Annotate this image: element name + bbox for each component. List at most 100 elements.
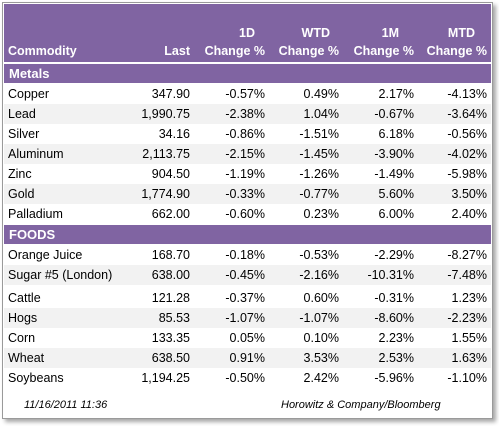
- header-wtd-top: WTD: [301, 26, 330, 40]
- commodity-name: Soybeans: [8, 371, 64, 385]
- last-value: 662.00: [151, 207, 190, 221]
- change-1m: -1.49%: [374, 167, 414, 181]
- last-value: 121.28: [151, 291, 190, 305]
- section-title: Metals: [9, 66, 50, 81]
- commodity-name: Lead: [8, 107, 36, 121]
- header-wtd-bottom: Change %: [278, 44, 339, 58]
- change-1m: -8.60%: [374, 311, 414, 325]
- change-wtd: -1.45%: [299, 147, 339, 161]
- change-1m: 2.23%: [378, 331, 414, 345]
- table-row: Copper 347.90 -0.57% 0.49% 2.17% -4.13%: [4, 84, 491, 104]
- change-1d: -1.19%: [225, 167, 265, 181]
- change-1d: -0.60%: [225, 207, 265, 221]
- change-1m: -2.29%: [374, 248, 414, 262]
- change-wtd: -1.26%: [299, 167, 339, 181]
- table-row: Sugar #5 (London) 638.00 -0.45% -2.16% -…: [4, 265, 491, 285]
- change-1d: 0.05%: [229, 331, 265, 345]
- change-mtd: -7.48%: [447, 268, 487, 282]
- table-header: Commodity Last 1D Change % WTD Change % …: [4, 4, 491, 62]
- change-1m: -10.31%: [367, 268, 414, 282]
- header-1d-top: 1D: [239, 26, 255, 40]
- change-1d: -2.38%: [225, 107, 265, 121]
- last-value: 347.90: [151, 87, 190, 101]
- table-row: Wheat 638.50 0.91% 3.53% 2.53% 1.63%: [4, 348, 491, 368]
- change-wtd: -1.51%: [299, 127, 339, 141]
- change-wtd: -0.53%: [299, 248, 339, 262]
- header-1m-top: 1M: [381, 26, 399, 40]
- change-1d: -0.57%: [225, 87, 265, 101]
- change-1d: -0.50%: [225, 371, 265, 385]
- change-mtd: 1.63%: [451, 351, 487, 365]
- commodity-name: Corn: [8, 331, 36, 345]
- change-1d: -0.45%: [225, 268, 265, 282]
- change-1d: -2.15%: [225, 147, 265, 161]
- change-1d: -0.33%: [225, 187, 265, 201]
- commodity-name: Sugar #5 (London): [8, 268, 113, 282]
- change-wtd: 0.10%: [303, 331, 339, 345]
- last-value: 1,194.25: [141, 371, 190, 385]
- change-mtd: -0.56%: [447, 127, 487, 141]
- change-wtd: 0.49%: [303, 87, 339, 101]
- change-mtd: 3.50%: [451, 187, 487, 201]
- header-commodity: Commodity: [8, 44, 77, 58]
- change-1m: 6.18%: [378, 127, 414, 141]
- change-mtd: -8.27%: [447, 248, 487, 262]
- change-1m: -0.31%: [374, 291, 414, 305]
- row-divider: [4, 285, 491, 286]
- commodity-name: Hogs: [8, 311, 38, 325]
- table-row: Silver 34.16 -0.86% -1.51% 6.18% -0.56%: [4, 124, 491, 144]
- change-wtd: 2.42%: [303, 371, 339, 385]
- table-row: Soybeans 1,194.25 -0.50% 2.42% -5.96% -1…: [4, 368, 491, 388]
- commodity-name: Silver: [8, 127, 40, 141]
- change-mtd: 2.40%: [451, 207, 487, 221]
- last-value: 133.35: [151, 331, 190, 345]
- last-value: 904.50: [151, 167, 190, 181]
- change-1m: 6.00%: [378, 207, 414, 221]
- change-1d: -0.37%: [225, 291, 265, 305]
- change-wtd: 3.53%: [303, 351, 339, 365]
- commodity-name: Wheat: [8, 351, 45, 365]
- table-row: Cattle 121.28 -0.37% 0.60% -0.31% 1.23%: [4, 288, 491, 308]
- last-value: 1,774.90: [141, 187, 190, 201]
- last-value: 638.50: [151, 351, 190, 365]
- commodity-name: Palladium: [8, 207, 63, 221]
- last-value: 2,113.75: [142, 147, 190, 161]
- change-1m: -5.96%: [374, 371, 414, 385]
- change-1d: -0.18%: [225, 248, 265, 262]
- table-row: Zinc 904.50 -1.19% -1.26% -1.49% -5.98%: [4, 164, 491, 184]
- last-value: 638.00: [151, 268, 190, 282]
- header-mtd-top: MTD: [447, 26, 475, 40]
- header-1d-bottom: Change %: [204, 44, 265, 58]
- change-wtd: 1.04%: [303, 107, 339, 121]
- change-wtd: 0.60%: [303, 291, 339, 305]
- table-row: Lead 1,990.75 -2.38% 1.04% -0.67% -3.64%: [4, 104, 491, 124]
- commodity-name: Gold: [8, 187, 35, 201]
- table-row: Hogs 85.53 -1.07% -1.07% -8.60% -2.23%: [4, 308, 491, 328]
- change-wtd: 0.23%: [303, 207, 339, 221]
- change-mtd: -2.23%: [447, 311, 487, 325]
- table-row: Corn 133.35 0.05% 0.10% 2.23% 1.55%: [4, 328, 491, 348]
- change-1m: -0.67%: [374, 107, 414, 121]
- change-wtd: -0.77%: [299, 187, 339, 201]
- section-title: FOODS: [9, 227, 56, 242]
- change-1m: -3.90%: [374, 147, 414, 161]
- change-1d: -0.86%: [225, 127, 265, 141]
- last-value: 34.16: [158, 127, 190, 141]
- change-mtd: 1.23%: [451, 291, 487, 305]
- commodity-name: Zinc: [8, 167, 32, 181]
- change-mtd: -5.98%: [447, 167, 487, 181]
- change-1d: -1.07%: [225, 311, 265, 325]
- change-1m: 2.53%: [378, 351, 414, 365]
- commodity-table: Commodity Last 1D Change % WTD Change % …: [2, 2, 493, 419]
- change-1m: 5.60%: [378, 187, 414, 201]
- timestamp: 11/16/2011 11:36: [24, 399, 108, 411]
- commodity-name: Cattle: [8, 291, 41, 305]
- change-mtd: -4.02%: [447, 147, 487, 161]
- last-value: 1,990.75: [141, 107, 190, 121]
- header-1m-bottom: Change %: [353, 44, 414, 58]
- change-1d: 0.91%: [229, 351, 265, 365]
- change-wtd: -2.16%: [299, 268, 339, 282]
- commodity-name: Orange Juice: [8, 248, 83, 262]
- table-row: Orange Juice 168.70 -0.18% -0.53% -2.29%…: [4, 245, 491, 265]
- header-last: Last: [164, 44, 190, 58]
